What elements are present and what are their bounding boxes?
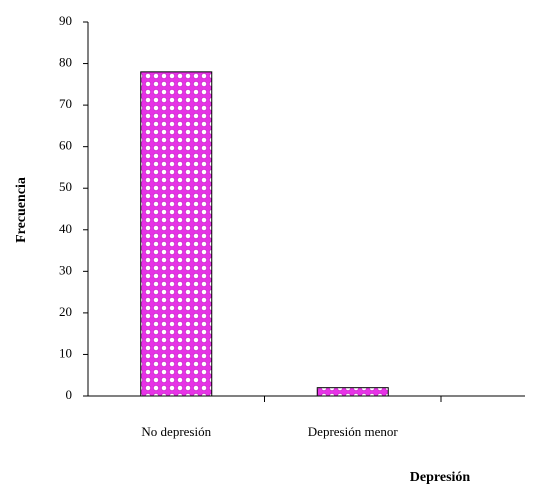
y-tick-label: 20 [59, 304, 72, 319]
y-tick-label: 60 [59, 138, 72, 153]
x-axis-title: Depresión [410, 470, 471, 485]
y-tick-label: 10 [59, 345, 72, 360]
x-tick-label: Depresión menor [308, 424, 399, 439]
bar [140, 71, 213, 397]
x-tick-label: No depresión [141, 424, 211, 439]
y-tick-label: 80 [59, 55, 72, 70]
y-tick-label: 40 [59, 221, 72, 236]
y-tick-label: 0 [66, 387, 73, 402]
y-tick-label: 50 [59, 179, 72, 194]
y-tick-label: 30 [59, 262, 72, 277]
y-axis-title: Frecuencia [14, 177, 29, 243]
bar [316, 387, 389, 397]
y-tick-label: 90 [59, 13, 72, 28]
y-tick-label: 70 [59, 96, 72, 111]
